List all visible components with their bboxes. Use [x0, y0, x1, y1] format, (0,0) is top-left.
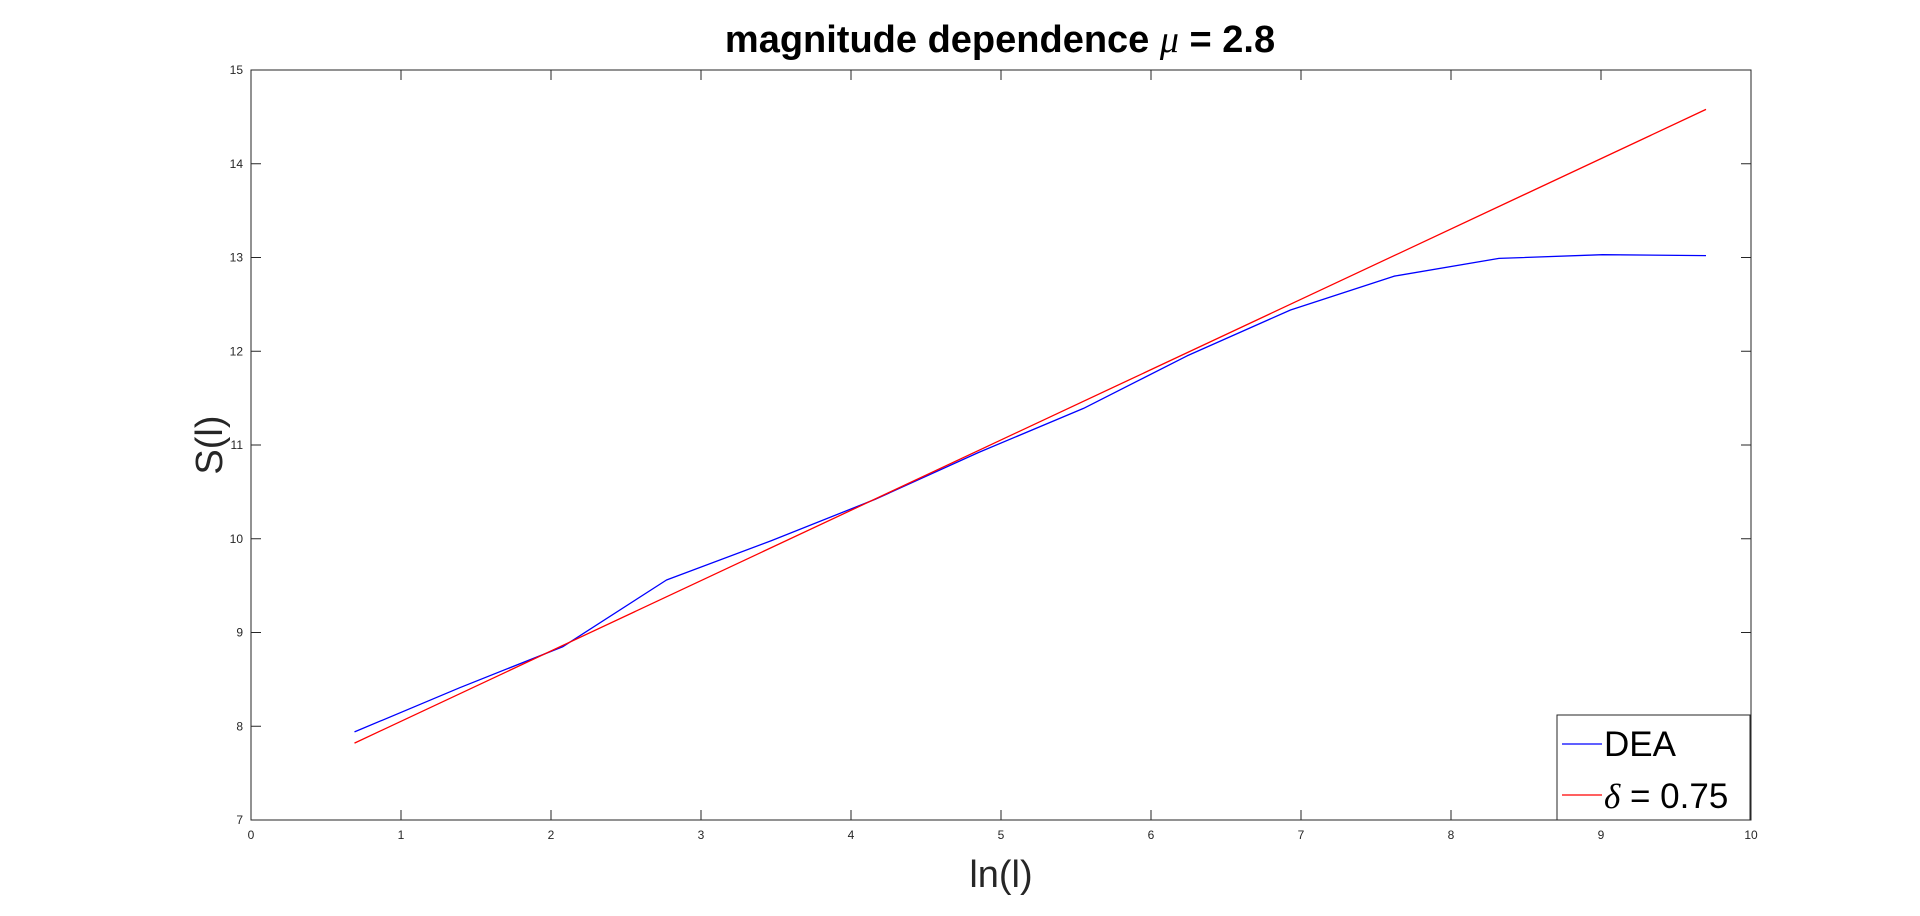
- y-tick-label: 7: [236, 813, 243, 827]
- delta-label-suffix: = 0.75: [1620, 777, 1728, 816]
- title-prefix: magnitude dependence: [725, 19, 1160, 61]
- series-line-dea: [354, 254, 1707, 733]
- y-tick-label: 10: [230, 532, 244, 546]
- series-lines: [354, 108, 1707, 744]
- y-tick-label: 8: [236, 719, 243, 733]
- y-tick-label: 9: [236, 626, 243, 640]
- x-tick-label: 7: [1298, 828, 1305, 842]
- x-tick-label: 8: [1448, 828, 1455, 842]
- legend: DEA δ = 0.75: [1556, 714, 1751, 821]
- legend-box: [1556, 714, 1751, 821]
- chart-title: magnitude dependence μ = 2.8: [725, 19, 1275, 61]
- y-tick-label: 14: [230, 157, 244, 171]
- series-line-delta-fit: [354, 108, 1707, 744]
- x-tick-label: 5: [998, 828, 1005, 842]
- title-symbol: μ: [1159, 19, 1179, 61]
- y-tick-label: 13: [230, 251, 244, 265]
- x-tick-label: 1: [398, 828, 405, 842]
- x-tick-label: 0: [248, 828, 255, 842]
- y-tick-label: 12: [230, 344, 244, 358]
- title-suffix: = 2.8: [1179, 19, 1275, 61]
- x-tick-label: 2: [548, 828, 555, 842]
- legend-label-delta: δ = 0.75: [1604, 777, 1728, 816]
- y-tick-label: 15: [230, 63, 244, 77]
- x-tick-label: 9: [1598, 828, 1605, 842]
- delta-symbol: δ: [1604, 777, 1621, 816]
- legend-label-dea: DEA: [1604, 725, 1677, 764]
- x-axis-label: ln(l): [969, 854, 1032, 896]
- x-tick-label: 3: [698, 828, 705, 842]
- y-tick-label: 11: [231, 438, 244, 452]
- x-tick-label: 6: [1148, 828, 1155, 842]
- x-tick-label: 4: [848, 828, 855, 842]
- y-axis-label: S(l): [189, 415, 231, 474]
- plot-area: [250, 69, 1752, 821]
- x-tick-label: 10: [1744, 828, 1758, 842]
